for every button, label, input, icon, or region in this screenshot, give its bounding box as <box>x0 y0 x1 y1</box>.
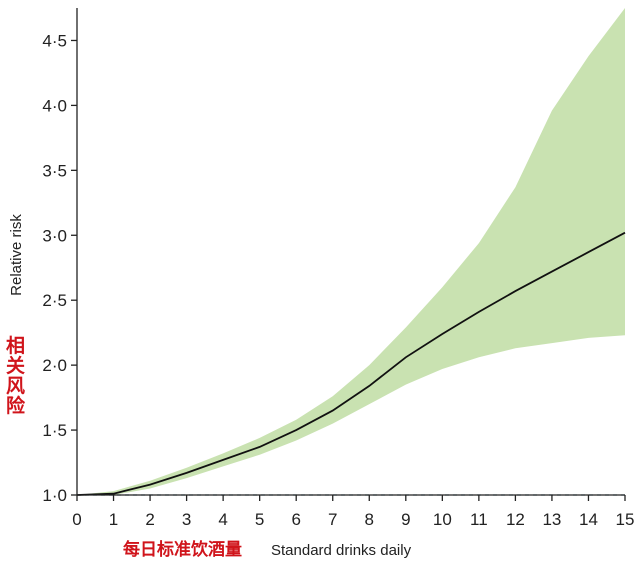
x-tick-label: 0 <box>72 510 81 529</box>
relative-risk-line <box>76 231 626 496</box>
x-tick-label: 9 <box>401 510 410 529</box>
y-tick-label: 1·0 <box>42 486 67 505</box>
y-tick-label: 2·0 <box>42 356 67 375</box>
y-tick-label: 3·5 <box>42 161 67 180</box>
x-tick-label: 1 <box>109 510 118 529</box>
x-axis-title-chinese: 每日标准饮酒量 <box>123 539 242 560</box>
confidence-band <box>77 8 625 495</box>
y-axis-title-chinese: 相关风险 <box>6 335 26 417</box>
y-tick-label: 2·5 <box>42 291 67 310</box>
x-tick-label: 5 <box>255 510 264 529</box>
x-tick-label: 14 <box>579 510 598 529</box>
x-tick-label: 4 <box>218 510 227 529</box>
x-tick-label: 7 <box>328 510 337 529</box>
x-tick-label: 11 <box>470 510 488 529</box>
x-tick-label: 8 <box>365 510 374 529</box>
x-tick-label: 3 <box>182 510 191 529</box>
x-tick-label: 15 <box>616 510 635 529</box>
x-tick-label: 2 <box>145 510 154 529</box>
y-tick-label: 4·0 <box>42 96 67 115</box>
x-axis-title: Standard drinks daily <box>271 542 412 559</box>
x-tick-label: 10 <box>433 510 452 529</box>
x-tick-label: 13 <box>542 510 561 529</box>
x-tick-label: 6 <box>291 510 300 529</box>
y-tick-label: 1·5 <box>42 421 67 440</box>
x-tick-label: 12 <box>506 510 525 529</box>
y-tick-label: 4·5 <box>42 31 67 50</box>
y-axis-title: Relative risk <box>8 214 25 296</box>
y-tick-label: 3·0 <box>42 226 67 245</box>
